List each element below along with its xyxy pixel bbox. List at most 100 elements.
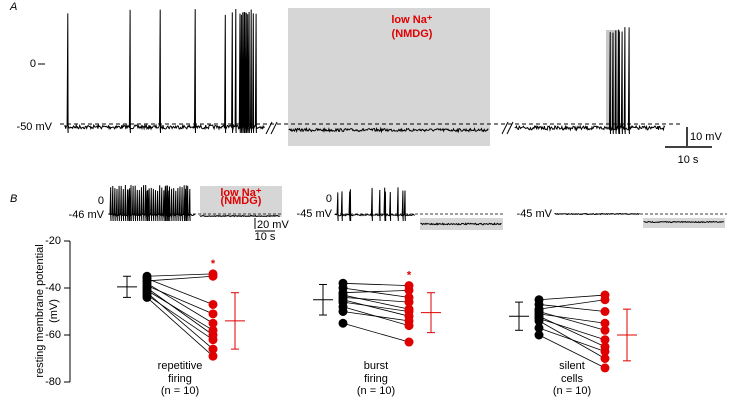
group-label: cells xyxy=(561,373,584,385)
pair-line xyxy=(538,311,606,331)
trace xyxy=(420,222,502,226)
y-tick-label: -40 xyxy=(45,282,61,294)
treatment-dot xyxy=(208,271,218,281)
inset-zero: 0 xyxy=(326,193,332,205)
pair-line xyxy=(538,299,606,310)
trace xyxy=(288,126,489,134)
trace xyxy=(64,9,265,134)
trace xyxy=(109,185,196,222)
pair-line xyxy=(342,289,410,294)
treatment-dot xyxy=(208,351,218,361)
pair-line xyxy=(342,297,410,303)
control-dot xyxy=(338,318,348,328)
treatment-box xyxy=(288,8,490,146)
control-dot xyxy=(338,307,348,316)
control-dot xyxy=(534,323,544,333)
trace xyxy=(554,212,640,216)
y-tick-label: -20 xyxy=(45,235,61,247)
pair-line xyxy=(538,318,606,341)
treatment-note: (NMDG) xyxy=(392,28,433,40)
y-tick-label: -80 xyxy=(45,376,61,388)
treatment-dot xyxy=(208,318,218,328)
treatment-dot xyxy=(404,307,414,316)
group-label: firing xyxy=(168,373,192,385)
pair-line xyxy=(146,285,214,315)
treatment-dot xyxy=(600,318,610,328)
zero-label: 0 xyxy=(30,58,36,70)
pair-line xyxy=(146,292,214,350)
significance: * xyxy=(211,258,216,270)
control-dot xyxy=(534,316,544,326)
y-axis-label: (mV) xyxy=(48,299,60,323)
control-dot xyxy=(534,330,544,340)
inset-scale-t-label: 10 s xyxy=(255,231,276,243)
control-dot xyxy=(142,292,152,302)
pair-line xyxy=(342,282,410,287)
group-label: silent xyxy=(559,360,585,372)
inset-treatment: low Na⁺ xyxy=(220,187,261,199)
treatment-dot xyxy=(208,335,218,345)
treatment-dot xyxy=(208,344,218,354)
trace xyxy=(199,214,280,218)
pair-line xyxy=(342,294,410,310)
inset-baseline: -45 mV xyxy=(517,208,553,220)
pair-line xyxy=(146,273,214,277)
treatment-dot xyxy=(600,363,610,373)
treatment-dot xyxy=(404,337,414,347)
treatment-dot xyxy=(208,309,218,319)
pair-line xyxy=(146,287,214,336)
treatment-dot xyxy=(600,307,610,316)
pair-line xyxy=(538,304,606,312)
group-label: burst xyxy=(364,360,388,372)
treatment-dot xyxy=(600,346,610,356)
group-note: (n = 10) xyxy=(161,385,199,397)
panel-label: A xyxy=(9,1,17,13)
pair-line xyxy=(538,327,606,352)
pair-line xyxy=(146,290,214,331)
scale-t-label: 10 s xyxy=(678,154,699,166)
pair-line xyxy=(538,313,606,324)
inset-treatment-box xyxy=(200,186,282,217)
trace xyxy=(334,187,415,222)
pair-line xyxy=(342,287,410,298)
treatment-label: low Na⁺ xyxy=(391,14,432,26)
group-label: firing xyxy=(364,373,388,385)
inset-baseline: -46 mV xyxy=(69,209,105,221)
pair-line xyxy=(342,301,410,312)
trace xyxy=(514,27,666,135)
inset-baseline: -45 mV xyxy=(297,208,333,220)
panel-label: B xyxy=(10,193,17,205)
pair-line xyxy=(146,278,214,305)
significance: * xyxy=(407,270,412,282)
treatment-dot xyxy=(600,325,610,335)
scale-v-label: 10 mV xyxy=(690,131,722,143)
treatment-dot xyxy=(208,299,218,309)
pair-line xyxy=(538,315,606,348)
inset-zero: 0 xyxy=(98,195,104,207)
y-tick-label: -60 xyxy=(45,329,61,341)
pair-line xyxy=(146,275,214,282)
treatment-dot xyxy=(404,316,414,326)
pair-line xyxy=(538,334,606,369)
treatment-dot xyxy=(404,285,414,295)
group-note: (n = 10) xyxy=(553,385,591,397)
pair-line xyxy=(342,311,410,322)
pair-line xyxy=(146,297,214,357)
treatment-dot xyxy=(404,297,414,307)
pair-line xyxy=(342,322,410,343)
trace xyxy=(643,220,725,224)
pair-line xyxy=(342,299,410,317)
treatment-dot xyxy=(600,295,610,305)
baseline-label: -50 mV xyxy=(17,121,53,133)
treatment-dot xyxy=(600,354,610,363)
treatment-dot xyxy=(600,335,610,345)
treatment-dot xyxy=(208,325,218,335)
pair-line xyxy=(538,294,606,301)
y-axis-label: resting membrane potential xyxy=(34,244,46,377)
inset-treatment-note: (NMDG) xyxy=(221,195,262,207)
group-note: (n = 10) xyxy=(357,385,395,397)
pair-line xyxy=(146,294,214,341)
inset-scale-v-label: 20 mV xyxy=(257,219,289,231)
break-marks xyxy=(265,121,514,135)
